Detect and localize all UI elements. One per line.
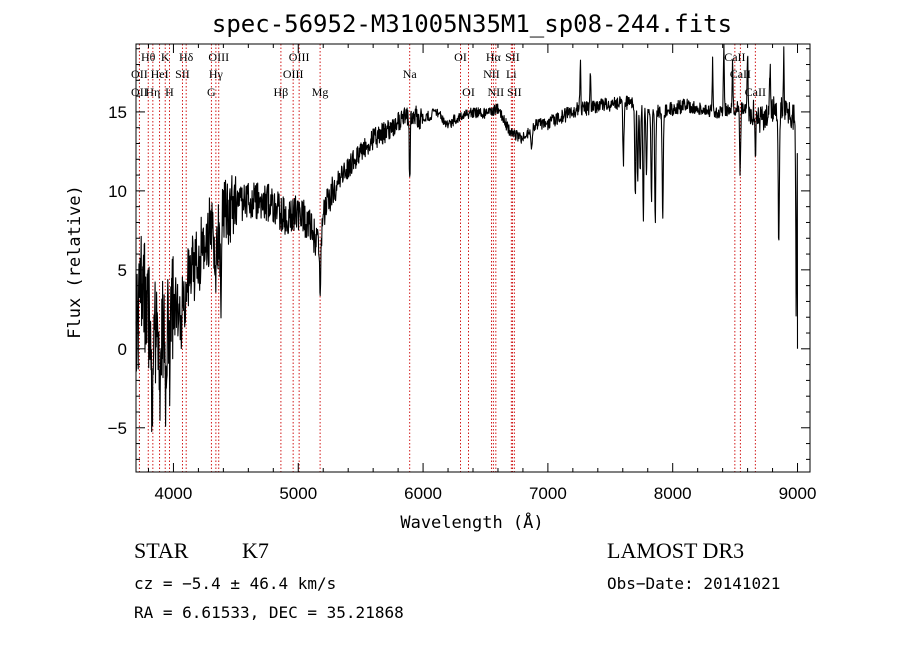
y-axis-title: Flux (relative) — [65, 185, 85, 339]
line-label: Hθ — [141, 50, 156, 64]
x-tick-label: 8000 — [654, 484, 692, 503]
line-label: SII — [507, 85, 522, 99]
line-label: K — [161, 50, 170, 64]
line-label: OI — [454, 50, 467, 64]
y-tick-label: −5 — [108, 419, 127, 438]
line-label: Li — [506, 67, 517, 81]
chart-title: spec-56952-M31005N35M1_sp08-244.fits — [212, 10, 732, 38]
line-label: OI — [462, 85, 475, 99]
line-label: H — [165, 85, 174, 99]
x-tick-label: 9000 — [779, 484, 817, 503]
object-subclass: K7 — [242, 538, 269, 563]
line-label: OIII — [289, 50, 310, 64]
x-tick-label: 4000 — [155, 484, 193, 503]
y-tick-label: 10 — [108, 182, 127, 201]
line-label: Hδ — [179, 50, 194, 64]
x-tick-label: 6000 — [404, 484, 442, 503]
line-label: Hγ — [209, 67, 224, 81]
x-tick-label: 5000 — [279, 484, 317, 503]
line-labels: OIIOIIHθHηHeIKHSIIHδGHγOIIIHβOIIIOIIIMgN… — [131, 50, 766, 99]
line-label: NII — [488, 85, 505, 99]
x-axis-title: Wavelength (Å) — [400, 511, 543, 533]
x-axis: 4000 5000 6000 7000 8000 9000 — [147, 44, 817, 503]
obs-date: Obs−Date: 20141021 — [607, 574, 781, 593]
line-label: CaII — [745, 85, 766, 99]
line-markers — [138, 44, 756, 472]
line-label: SII — [175, 67, 190, 81]
survey-name: LAMOST DR3 — [607, 538, 745, 563]
line-label: CaII — [724, 50, 745, 64]
line-label: OII — [131, 85, 148, 99]
line-label: Na — [403, 67, 418, 81]
line-label: OIII — [283, 67, 304, 81]
line-label: Hη — [145, 85, 160, 99]
y-tick-label: 0 — [118, 340, 127, 359]
line-label: OIII — [208, 50, 229, 64]
line-label: HeI — [151, 67, 169, 81]
coordinates: RA = 6.61533, DEC = 35.21868 — [134, 603, 404, 622]
line-label: G — [207, 85, 216, 99]
object-class: STAR — [134, 538, 189, 563]
redshift-info: cz = −5.4 ± 46.4 km/s — [134, 574, 337, 593]
line-label: Hβ — [274, 85, 289, 99]
x-tick-label: 7000 — [529, 484, 567, 503]
line-label: CaII — [730, 67, 751, 81]
line-label: Mg — [312, 85, 329, 99]
y-tick-label: 5 — [118, 261, 127, 280]
line-label: NII — [483, 67, 500, 81]
spectrum-line — [135, 43, 799, 433]
y-axis: −5 0 5 10 15 — [108, 48, 810, 460]
line-label: SII — [505, 50, 520, 64]
line-label: OII — [131, 67, 148, 81]
y-tick-label: 15 — [108, 103, 127, 122]
line-label: Hα — [486, 50, 502, 64]
